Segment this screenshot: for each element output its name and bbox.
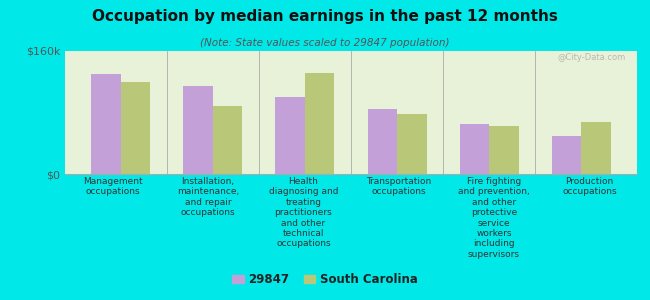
Bar	[305, 73, 334, 174]
Bar	[460, 124, 489, 174]
Text: Installation,
maintenance,
and repair
occupations: Installation, maintenance, and repair oc…	[177, 177, 239, 217]
Bar	[489, 126, 519, 174]
Text: Occupation by median earnings in the past 12 months: Occupation by median earnings in the pas…	[92, 9, 558, 24]
Text: (Note: State values scaled to 29847 population): (Note: State values scaled to 29847 popu…	[200, 38, 450, 47]
Text: Production
occupations: Production occupations	[562, 177, 617, 197]
Bar	[276, 97, 305, 174]
Bar	[582, 122, 611, 174]
Bar	[552, 136, 582, 174]
Bar	[183, 85, 213, 174]
Text: Transportation
occupations: Transportation occupations	[366, 177, 432, 197]
Text: Health
diagnosing and
treating
practitioners
and other
technical
occupations: Health diagnosing and treating practitio…	[268, 177, 338, 248]
Bar	[213, 106, 242, 174]
Text: @City-Data.com: @City-Data.com	[557, 53, 625, 62]
Text: Management
occupations: Management occupations	[83, 177, 142, 197]
Legend: 29847, South Carolina: 29847, South Carolina	[227, 269, 422, 291]
Bar	[368, 109, 397, 174]
Text: Fire fighting
and prevention,
and other
protective
service
workers
including
sup: Fire fighting and prevention, and other …	[458, 177, 530, 259]
Bar	[120, 82, 150, 174]
Bar	[91, 74, 120, 174]
Bar	[397, 114, 426, 174]
